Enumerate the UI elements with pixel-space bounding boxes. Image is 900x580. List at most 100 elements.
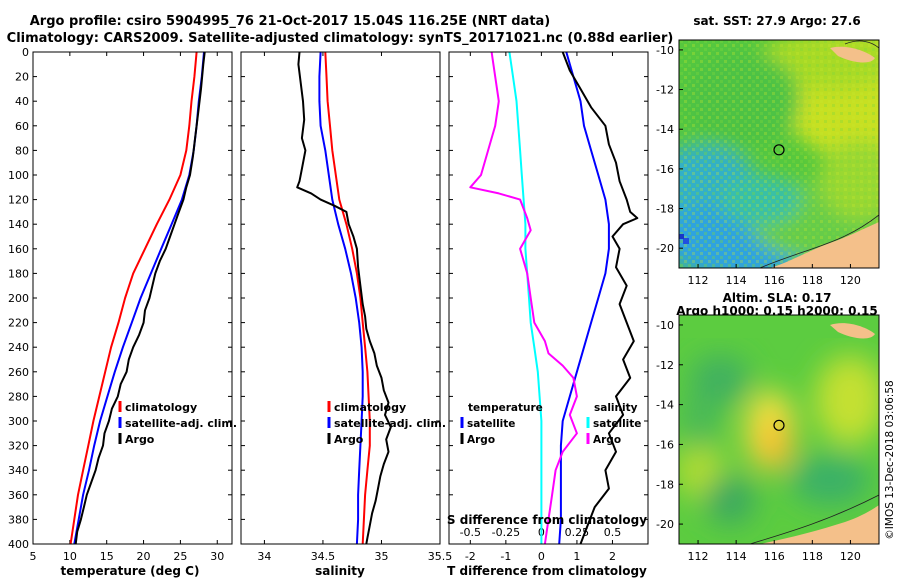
map-y-tick-label: -12 bbox=[656, 84, 674, 97]
series-line-argo bbox=[74, 52, 206, 544]
x-tick-label: 15 bbox=[100, 550, 114, 563]
sla-map-frame bbox=[678, 314, 880, 545]
sla-map-title-1: Altim. SLA: 0.17 bbox=[723, 291, 832, 305]
series-line-s-satellite bbox=[508, 52, 543, 544]
x-tick-label: 10 bbox=[63, 550, 77, 563]
x-tick-label: 34 bbox=[257, 550, 271, 563]
y-tick-label: 100 bbox=[8, 169, 29, 182]
legend-temperature-title: temperature bbox=[468, 402, 543, 414]
sla-map-axes: 112 114 116 118 120 -10 -12 -14 -16 -18 -20 bbox=[656, 319, 861, 563]
x-tick-label: 0 bbox=[538, 550, 545, 563]
x-tick-label: 35.5 bbox=[428, 550, 453, 563]
legend-t-satellite: satellite bbox=[467, 418, 515, 430]
map-y-tick-label: -16 bbox=[656, 438, 674, 451]
y-tick-label: 280 bbox=[8, 390, 29, 403]
y-tick-label: 240 bbox=[8, 341, 29, 354]
salinity-frame bbox=[240, 51, 441, 545]
map-y-tick-label: -14 bbox=[656, 123, 674, 136]
sst-map-panel: sat. SST: 27.9 Argo: 27.6 112 114 116 118 12… bbox=[656, 14, 880, 287]
map-x-tick-label: 114 bbox=[726, 550, 747, 563]
series-line-s-argo bbox=[469, 52, 578, 544]
salinity-axis-ticks: 34 34.5 35 35.5 bbox=[241, 51, 453, 563]
y-tick-label: 220 bbox=[8, 317, 29, 330]
salinity-panel: 34 34.5 35 35.5 salinity climatology satell… bbox=[240, 51, 453, 578]
y-tick-label: 260 bbox=[8, 366, 29, 379]
map-y-tick-label: -10 bbox=[656, 44, 674, 57]
credit-text: ©IMOS 13-Dec-2018 03:06:58 bbox=[884, 380, 896, 539]
map-y-tick-label: -14 bbox=[656, 399, 674, 412]
s-diff-tick-label: -0.5 bbox=[460, 526, 481, 539]
y-tick-label: 360 bbox=[8, 489, 29, 502]
sla-argo-marker bbox=[773, 419, 785, 431]
map-x-tick-label: 118 bbox=[802, 550, 823, 563]
series-line-satellite-adj-clim- bbox=[73, 52, 205, 544]
salinity-legend: climatology satellite-adj. clim. Argo bbox=[327, 401, 446, 446]
s-diff-tick-label: 0.5 bbox=[604, 526, 622, 539]
y-tick-label: 380 bbox=[8, 513, 29, 526]
y-tick-label: 20 bbox=[15, 71, 29, 84]
x-tick-label: 5 bbox=[30, 550, 37, 563]
legend-s-argo: Argo bbox=[593, 434, 621, 446]
s-diff-tick-label: -0.25 bbox=[492, 526, 520, 539]
salinity-xlabel: salinity bbox=[315, 564, 365, 578]
difference-panel: -2 -1 0 1 2-0.5 -0.25 0 0.25 0.5 T difference fr… bbox=[447, 51, 649, 578]
x-tick-label: -2 bbox=[465, 550, 476, 563]
sst-map-frame bbox=[678, 39, 880, 269]
x-tick-label: 20 bbox=[137, 550, 151, 563]
y-tick-label: 40 bbox=[15, 95, 29, 108]
sst-argo-marker bbox=[773, 144, 785, 156]
series-line-argo bbox=[296, 52, 392, 544]
temperature-panel: 0 20 40 60 80 100 120 140 160 180 200 220 240 260 280 3… bbox=[8, 46, 237, 578]
map-x-tick-label: 120 bbox=[840, 550, 861, 563]
sst-island bbox=[830, 46, 875, 63]
difference-frame bbox=[448, 51, 649, 545]
map-y-tick-label: -18 bbox=[656, 478, 674, 491]
y-tick-label: 200 bbox=[8, 292, 29, 305]
temperature-legend: climatology satellite-adj. clim. Argo bbox=[118, 401, 237, 446]
legend-salinity-title: salinity bbox=[594, 402, 638, 414]
map-x-tick-label: 114 bbox=[726, 274, 747, 287]
y-tick-label: 80 bbox=[15, 144, 29, 157]
y-tick-label: 0 bbox=[22, 46, 29, 59]
x-tick-label: -1 bbox=[500, 550, 511, 563]
x-tick-label: 25 bbox=[173, 550, 187, 563]
sla-map-image bbox=[679, 315, 879, 544]
map-y-tick-label: -20 bbox=[656, 242, 674, 255]
sla-land bbox=[679, 505, 879, 544]
legend-climatology: climatology bbox=[334, 401, 406, 414]
map-x-tick-label: 112 bbox=[688, 550, 709, 563]
x-tick-label: 34.5 bbox=[311, 550, 336, 563]
sst-map-title: sat. SST: 27.9 Argo: 27.6 bbox=[693, 14, 860, 28]
map-x-tick-label: 112 bbox=[688, 274, 709, 287]
sla-island bbox=[830, 323, 875, 339]
y-tick-label: 340 bbox=[8, 464, 29, 477]
series-line-climatology bbox=[69, 52, 198, 544]
map-y-tick-label: -12 bbox=[656, 359, 674, 372]
series-line-satellite-adj-clim- bbox=[318, 52, 364, 544]
difference-legend: temperature satellite Argo salinity sate… bbox=[460, 402, 641, 446]
x-tick-label: 2 bbox=[609, 550, 616, 563]
sst-land bbox=[679, 222, 879, 268]
temperature-xlabel: temperature (deg C) bbox=[61, 564, 200, 578]
x-tick-label: 1 bbox=[573, 550, 580, 563]
difference-xlabel: T difference from climatology bbox=[447, 564, 647, 578]
sst-map-axes: 112 114 116 118 120 -10 -12 -14 -16 -18 -20 bbox=[656, 44, 861, 287]
sst-map-image bbox=[679, 40, 879, 268]
series-line-t-satellite bbox=[558, 52, 610, 544]
map-y-tick-label: -10 bbox=[656, 319, 674, 332]
x-tick-label: 35 bbox=[374, 550, 388, 563]
temperature-series bbox=[69, 52, 206, 544]
series-line-climatology bbox=[324, 52, 371, 544]
map-x-tick-label: 120 bbox=[840, 274, 861, 287]
difference-series bbox=[469, 52, 639, 544]
y-tick-label: 400 bbox=[8, 538, 29, 551]
legend-satellite: satellite-adj. clim. bbox=[334, 417, 446, 430]
map-y-tick-label: -18 bbox=[656, 203, 674, 216]
legend-climatology: climatology bbox=[125, 401, 197, 414]
map-x-tick-label: 118 bbox=[802, 274, 823, 287]
legend-satellite: satellite-adj. clim. bbox=[125, 417, 237, 430]
y-tick-label: 300 bbox=[8, 415, 29, 428]
map-x-tick-label: 116 bbox=[764, 274, 785, 287]
title-line-1: Argo profile: csiro 5904995_76 21-Oct-20… bbox=[30, 14, 551, 29]
